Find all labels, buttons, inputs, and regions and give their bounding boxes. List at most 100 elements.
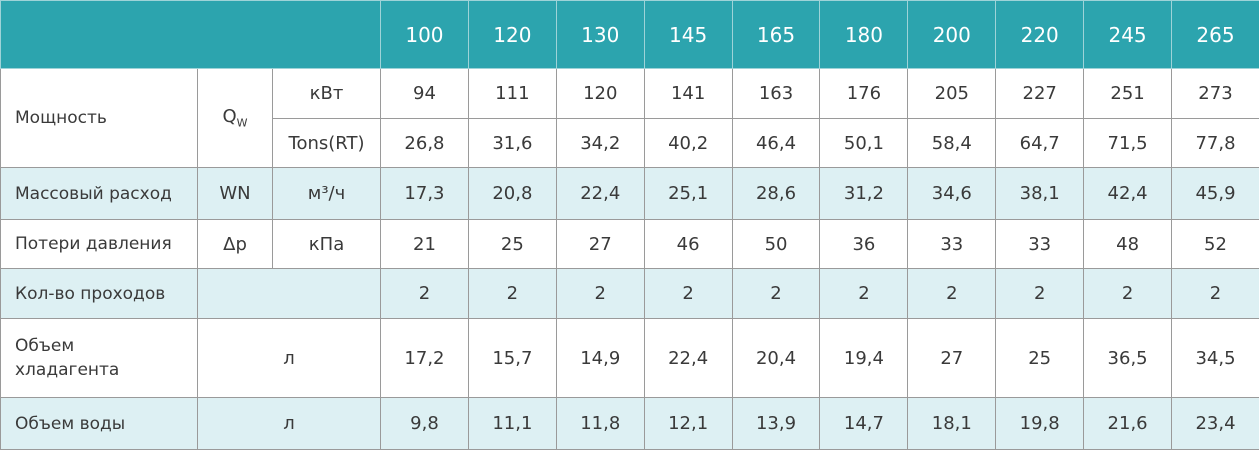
table-row: Мощность QW кВт 94 111 120 141 163 176 205 227 251 2… <box>0 68 1259 168</box>
value-cell: 11,1 <box>467 397 557 450</box>
cell-text: 19,8 <box>1019 413 1060 434</box>
cell-text: 19,4 <box>843 347 884 369</box>
header-cell: 220 <box>995 0 1085 69</box>
cell-text: 14,9 <box>580 347 621 369</box>
cell-text: 141 <box>670 83 706 104</box>
value-cell: 23,4 <box>1171 397 1259 450</box>
value-cell: 46 <box>643 219 733 269</box>
cell-text: 163 <box>758 83 794 104</box>
header-cell: 120 <box>467 0 557 69</box>
cell-text: 33 <box>940 233 964 255</box>
value-cell: 9,8 <box>380 397 469 450</box>
header-cell: 145 <box>643 0 733 69</box>
value-cell: 36 <box>819 219 909 269</box>
cell-text: 205 <box>934 83 969 104</box>
value-cell: 2 <box>1171 268 1259 319</box>
value-cell: 2 <box>380 268 469 319</box>
cell-text: Кол-во проходов <box>15 283 166 304</box>
cell-text: 22,4 <box>668 347 709 369</box>
value-cell: 120 <box>555 68 645 119</box>
cell-text: 180 <box>844 22 883 47</box>
value-cell: 36,5 <box>1083 318 1173 398</box>
cell-text: 2 <box>1121 283 1134 304</box>
label-cell: Потери давления <box>0 219 198 269</box>
header-cell: 265 <box>1171 0 1259 69</box>
cell-text: Объем хладагента <box>15 336 120 380</box>
value-cell: 21,6 <box>1083 397 1173 450</box>
cell-text: Tons(RT) <box>288 132 365 154</box>
cell-text: 2 <box>506 283 519 304</box>
cell-text: 265 <box>1196 22 1235 47</box>
value-cell: 94 <box>380 68 469 119</box>
cell-text: Потери давления <box>15 234 172 254</box>
corner-cell <box>0 0 382 69</box>
label-cell: Кол-во проходов <box>0 268 198 319</box>
value-cell: 273 <box>1171 68 1259 119</box>
value-cell: 33 <box>907 219 997 269</box>
cell-text: 50,1 <box>843 132 884 154</box>
unit-cell: Tons(RT) <box>271 118 382 168</box>
label-cell: Мощность <box>0 68 198 168</box>
cell-text: 20,4 <box>755 347 797 369</box>
value-cell: 31,2 <box>819 167 909 220</box>
value-cell: 13,9 <box>731 397 821 450</box>
value-cell: 27 <box>907 318 997 398</box>
value-cell: 2 <box>467 268 557 319</box>
unit-cell: кПа <box>271 219 382 269</box>
cell-text: л <box>283 347 295 369</box>
value-cell: 15,7 <box>467 318 557 398</box>
value-cell: 22,4 <box>555 167 645 220</box>
cell-text: 17,2 <box>404 347 445 369</box>
value-cell: 2 <box>1083 268 1173 319</box>
value-cell: 2 <box>907 268 997 319</box>
cell-text: 251 <box>1110 83 1145 104</box>
cell-text: 34,6 <box>931 183 972 204</box>
cell-text: 111 <box>495 83 530 104</box>
cell-text: 13,9 <box>755 413 797 434</box>
value-cell: 227 <box>995 68 1085 119</box>
symbol-cell: WN <box>197 167 273 220</box>
cell-text: 40,2 <box>668 132 709 154</box>
value-cell: 111 <box>467 68 557 119</box>
table-row: Потери давления Δp кПа 21 25 27 46 50 36 33 33 48 52 <box>0 219 1259 269</box>
cell-text: 52 <box>1204 233 1227 255</box>
value-cell: 31,6 <box>467 118 557 168</box>
value-cell: 163 <box>731 68 821 119</box>
cell-text: 245 <box>1108 22 1147 47</box>
header-cell: 100 <box>380 0 469 69</box>
cell-text: 176 <box>846 83 882 104</box>
cell-text: 25 <box>500 233 524 255</box>
cell-text: 27 <box>588 233 612 255</box>
header-cell: 130 <box>555 0 645 69</box>
cell-text: кВт <box>309 83 344 104</box>
cell-text: 46 <box>676 233 700 255</box>
cell-text: 31,2 <box>843 183 884 204</box>
value-cell: 17,3 <box>380 167 469 220</box>
table-row: Объем воды л 9,8 11,1 11,8 12,1 13,9 14,7 18,1 19… <box>0 397 1259 450</box>
value-cell: 14,7 <box>819 397 909 450</box>
cell-text: 9,8 <box>410 413 439 434</box>
cell-text: 20,8 <box>492 183 533 204</box>
empty-cell <box>196 268 382 319</box>
cell-text: 48 <box>1116 233 1140 255</box>
cell-text: 64,7 <box>1019 132 1060 154</box>
value-cell: 25,1 <box>643 167 733 220</box>
cell-text: 2 <box>858 283 870 304</box>
value-cell: 11,8 <box>555 397 645 450</box>
cell-text: 23,4 <box>1195 413 1236 434</box>
cell-text: 18,1 <box>931 413 972 434</box>
cell-text: 71,5 <box>1107 132 1148 154</box>
cell-text: Q <box>222 106 237 128</box>
cell-text: 36,5 <box>1107 347 1148 369</box>
cell-text: 2 <box>594 283 606 304</box>
value-cell: 21 <box>380 219 469 269</box>
unit-cell: кВт <box>271 68 382 119</box>
value-cell: 33 <box>995 219 1085 269</box>
cell-text: 25,1 <box>668 183 709 204</box>
value-cell: 77,8 <box>1171 118 1259 168</box>
cell-text: 50 <box>764 233 788 255</box>
cell-text: 25 <box>1028 347 1052 369</box>
cell-text: 2 <box>682 283 694 304</box>
label-cell: Массовый расход <box>0 167 198 220</box>
